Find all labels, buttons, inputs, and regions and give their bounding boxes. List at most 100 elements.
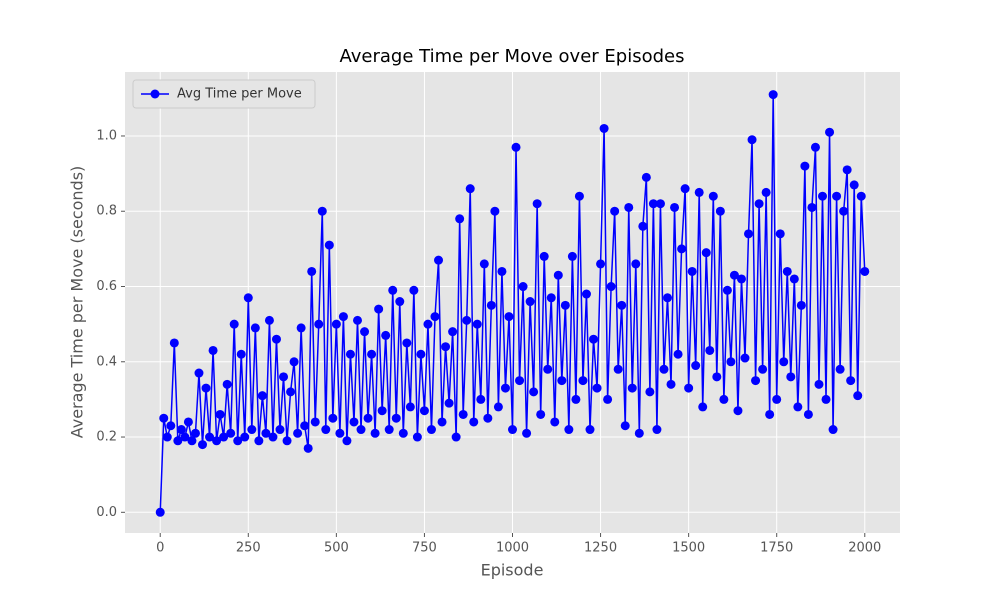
data-point bbox=[666, 379, 676, 389]
data-point bbox=[437, 417, 447, 427]
data-point bbox=[338, 312, 348, 322]
legend-marker bbox=[150, 89, 160, 99]
data-point bbox=[543, 364, 553, 374]
data-point bbox=[405, 402, 415, 412]
data-point bbox=[307, 266, 317, 276]
data-point bbox=[377, 406, 387, 416]
data-point bbox=[479, 259, 489, 269]
data-point bbox=[212, 436, 222, 446]
data-point bbox=[708, 191, 718, 201]
data-point bbox=[384, 425, 394, 435]
data-point bbox=[391, 413, 401, 423]
data-point bbox=[441, 342, 451, 352]
data-point bbox=[166, 421, 176, 431]
data-point bbox=[825, 127, 835, 137]
data-point bbox=[180, 432, 190, 442]
data-point bbox=[198, 440, 207, 450]
data-point bbox=[257, 391, 267, 401]
data-point bbox=[426, 425, 436, 435]
data-point bbox=[183, 417, 193, 427]
data-point bbox=[814, 379, 824, 389]
data-point bbox=[194, 368, 204, 378]
data-point bbox=[419, 406, 429, 416]
data-point bbox=[370, 428, 380, 438]
data-point bbox=[155, 507, 165, 517]
data-point bbox=[388, 285, 398, 295]
data-point bbox=[518, 282, 528, 292]
data-point bbox=[335, 428, 345, 438]
data-point bbox=[856, 191, 866, 201]
data-point bbox=[321, 425, 331, 435]
data-point bbox=[754, 199, 764, 209]
data-point bbox=[215, 409, 225, 419]
y-tick-label: 0.4 bbox=[96, 354, 117, 369]
data-point bbox=[275, 425, 285, 435]
x-tick-label: 2000 bbox=[848, 541, 881, 556]
data-point bbox=[603, 394, 613, 404]
data-point bbox=[631, 259, 641, 269]
data-point bbox=[416, 349, 426, 359]
data-point bbox=[546, 293, 556, 303]
data-point bbox=[775, 229, 785, 239]
data-point bbox=[434, 255, 444, 265]
data-point bbox=[250, 323, 260, 333]
data-point bbox=[744, 229, 754, 239]
data-point bbox=[849, 180, 859, 190]
data-point bbox=[469, 417, 479, 427]
data-point bbox=[360, 327, 370, 337]
data-point bbox=[613, 364, 623, 374]
data-point bbox=[765, 409, 775, 419]
data-point bbox=[789, 274, 799, 284]
data-point bbox=[589, 334, 599, 344]
data-point bbox=[504, 312, 514, 322]
data-point bbox=[529, 387, 539, 397]
data-point bbox=[655, 199, 665, 209]
data-point bbox=[536, 409, 546, 419]
data-point bbox=[310, 417, 320, 427]
data-point bbox=[578, 376, 588, 386]
y-tick-label: 0.2 bbox=[96, 430, 117, 445]
data-point bbox=[201, 383, 211, 393]
data-point bbox=[515, 376, 525, 386]
data-point bbox=[585, 425, 595, 435]
data-point bbox=[560, 300, 570, 310]
data-point bbox=[222, 379, 232, 389]
data-point bbox=[187, 436, 197, 446]
data-point bbox=[317, 206, 327, 216]
data-point bbox=[726, 357, 736, 367]
data-point bbox=[803, 409, 813, 419]
x-tick-label: 1750 bbox=[760, 541, 793, 556]
data-point bbox=[736, 274, 746, 284]
data-point bbox=[243, 293, 253, 303]
x-tick-label: 1500 bbox=[672, 541, 705, 556]
data-point bbox=[236, 349, 246, 359]
data-point bbox=[581, 289, 591, 299]
data-point bbox=[229, 319, 239, 329]
data-point bbox=[839, 206, 849, 216]
data-point bbox=[476, 394, 486, 404]
data-point bbox=[564, 425, 574, 435]
data-point bbox=[786, 372, 796, 382]
data-point bbox=[303, 443, 313, 453]
data-point bbox=[705, 345, 715, 355]
data-point bbox=[641, 172, 651, 182]
data-point bbox=[715, 206, 725, 216]
data-point bbox=[596, 259, 606, 269]
data-point bbox=[293, 428, 303, 438]
data-point bbox=[758, 364, 768, 374]
data-point bbox=[525, 297, 535, 307]
data-point bbox=[648, 199, 658, 209]
data-point bbox=[296, 323, 306, 333]
data-point bbox=[458, 409, 468, 419]
data-point bbox=[395, 297, 405, 307]
data-point bbox=[356, 425, 366, 435]
data-point bbox=[162, 432, 172, 442]
data-point bbox=[500, 383, 510, 393]
data-point bbox=[409, 285, 419, 295]
data-point bbox=[314, 319, 324, 329]
data-point bbox=[205, 432, 215, 442]
data-point bbox=[539, 251, 549, 261]
y-tick-label: 0.0 bbox=[96, 505, 117, 520]
